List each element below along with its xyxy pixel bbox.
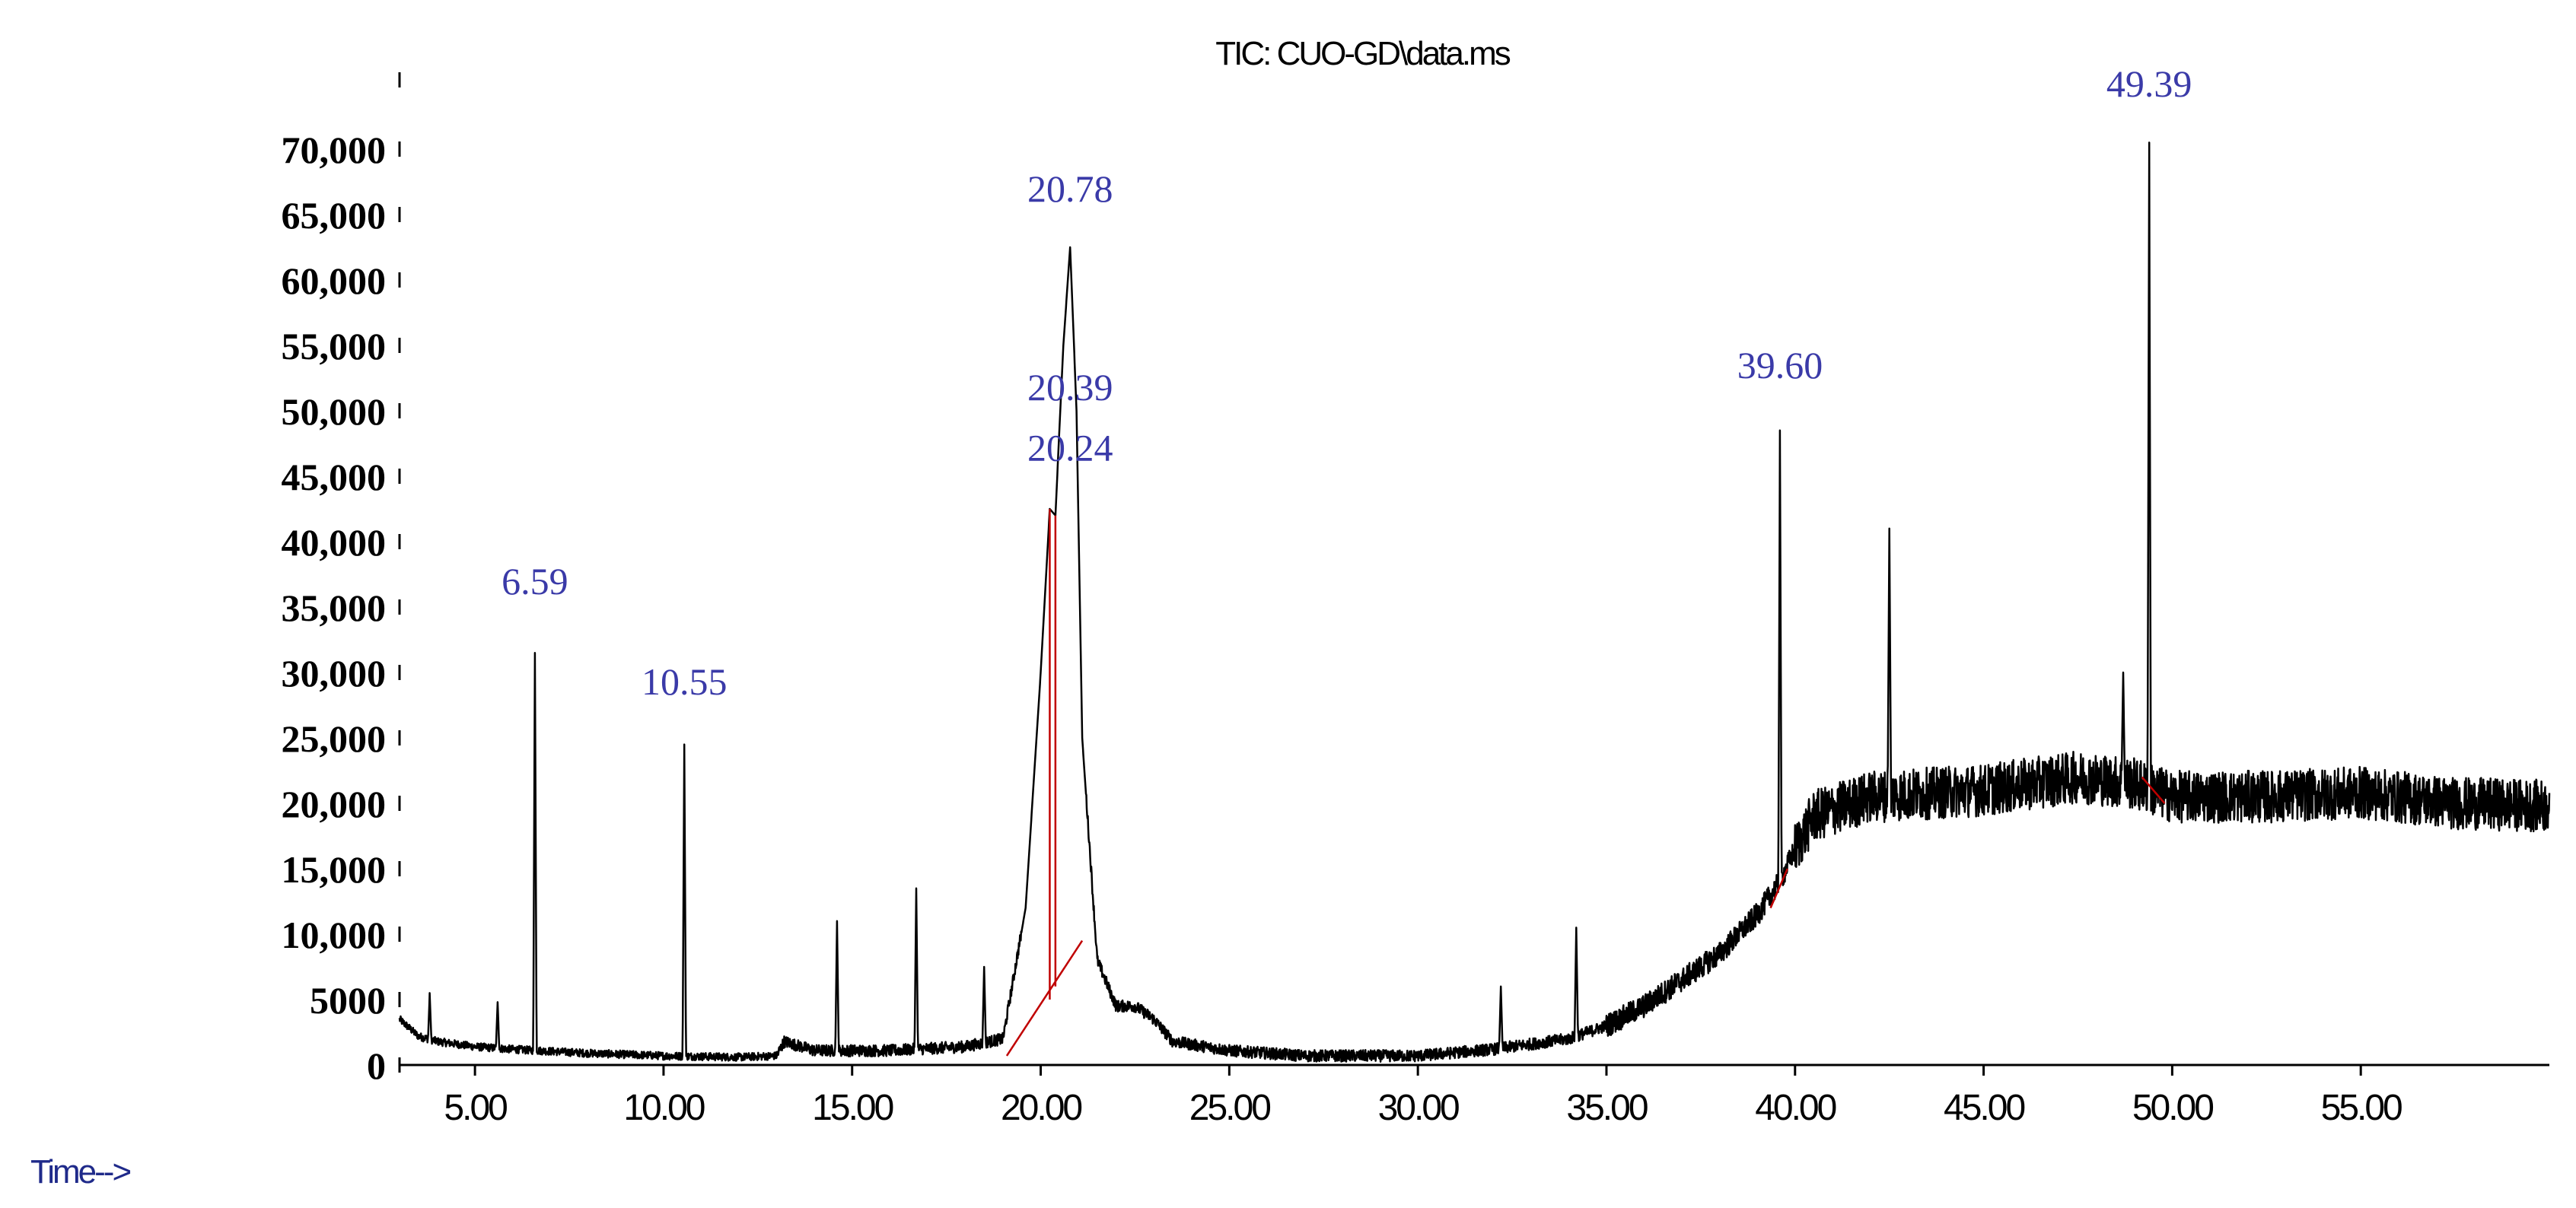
y-tick-label: 60,000 — [282, 259, 387, 302]
x-tick-label: 45.00 — [1944, 1088, 2024, 1128]
peak-label: 20.24 — [1027, 426, 1113, 469]
peak-label: 49.39 — [2106, 62, 2192, 105]
y-tick-label: 15,000 — [282, 848, 387, 891]
y-axis: 0 5000 10,000 15,000 20,000 25,000 30,000 35,00… — [282, 72, 401, 1087]
y-tick-label: 0 — [367, 1044, 386, 1087]
y-tick-label: 40,000 — [282, 521, 387, 564]
integration-line — [1005, 939, 1084, 1057]
y-tick-label: 30,000 — [282, 652, 387, 695]
x-tick-label: 25.00 — [1189, 1088, 1270, 1128]
x-tick-label: 35.00 — [1566, 1088, 1647, 1128]
y-tick-label: 10,000 — [282, 914, 387, 956]
y-tick-label: 35,000 — [282, 587, 387, 629]
y-tick-label: 20,000 — [282, 783, 387, 825]
x-axis: 5.00 10.00 15.00 20.00 25.00 30.00 35.00 40.00 4… — [400, 1063, 2549, 1128]
peak-label: 39.60 — [1737, 344, 1823, 386]
x-tick-label: 15.00 — [812, 1088, 893, 1128]
peak-label: 20.78 — [1027, 167, 1113, 210]
peak-label: 20.39 — [1027, 366, 1113, 408]
x-axis-label: Time--> — [30, 1153, 130, 1191]
peak-label: 10.55 — [642, 660, 728, 703]
y-tick-label: 25,000 — [282, 717, 387, 760]
y-tick-label: 5000 — [310, 979, 386, 1022]
y-tick-label: 50,000 — [282, 390, 387, 433]
x-tick-label: 5.00 — [444, 1088, 507, 1128]
integration-line — [2141, 776, 2166, 804]
x-tick-label: 50.00 — [2132, 1088, 2213, 1128]
y-tick-label: 55,000 — [282, 325, 387, 367]
y-tick-label: 70,000 — [282, 129, 387, 171]
chart-title: TIC: CUO-GD\data.ms — [1215, 35, 1510, 72]
peak-labels: 6.59 10.55 20.78 20.39 20.24 39.60 49.39 — [502, 62, 2192, 703]
y-tick-label: 65,000 — [282, 194, 387, 237]
x-tick-label: 20.00 — [1001, 1088, 1081, 1128]
x-tick-label: 10.00 — [623, 1088, 704, 1128]
peak-label: 6.59 — [502, 560, 568, 602]
integration-line — [1769, 868, 1789, 909]
x-tick-label: 40.00 — [1755, 1088, 1836, 1128]
x-tick-label: 30.00 — [1378, 1088, 1459, 1128]
x-tick-label: 55.00 — [2321, 1088, 2402, 1128]
y-tick-label: 45,000 — [282, 456, 387, 498]
plot-area — [398, 141, 2551, 1063]
tic-trace-line — [398, 141, 2551, 1063]
